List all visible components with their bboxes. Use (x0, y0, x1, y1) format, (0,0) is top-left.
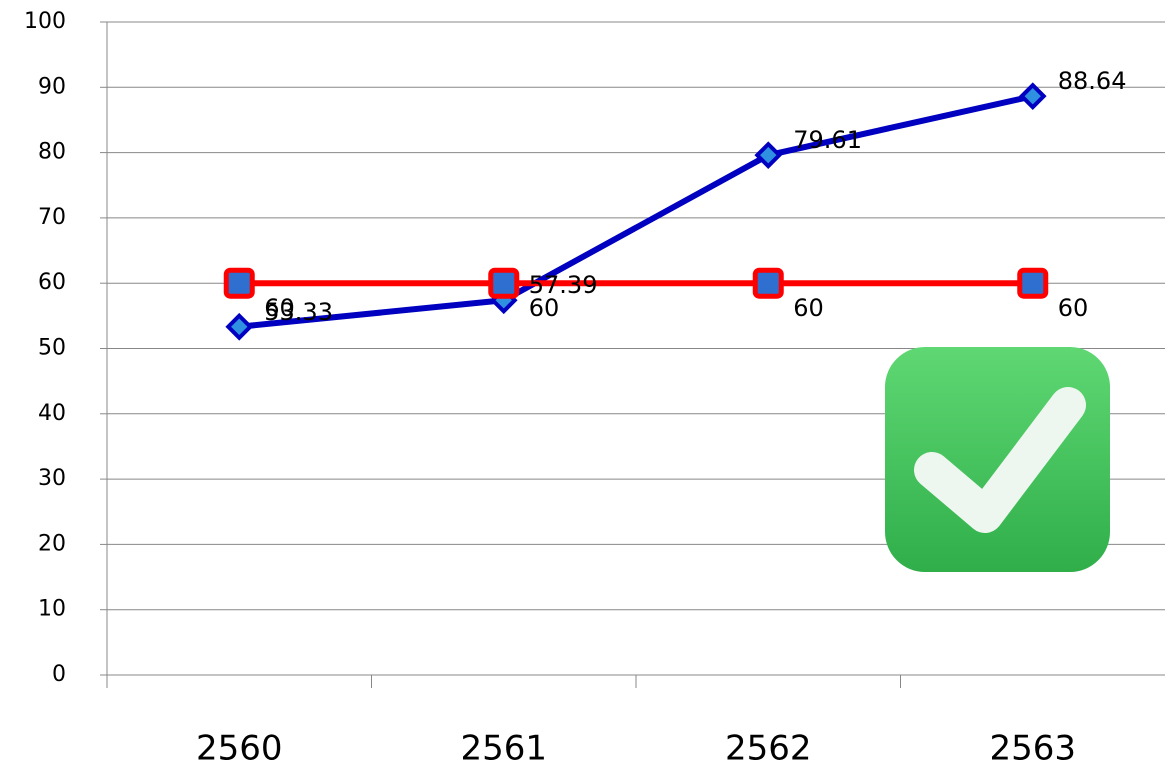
check-icon (885, 347, 1110, 572)
x-tick-label: 2561 (460, 729, 547, 769)
y-tick-label: 90 (38, 74, 66, 99)
y-tick-label: 40 (38, 401, 66, 426)
data-point (225, 312, 254, 341)
y-tick-label: 70 (38, 205, 66, 230)
series-line (238, 93, 1034, 330)
data-point (488, 267, 520, 299)
y-tick-label: 20 (38, 531, 66, 556)
y-tick-label: 10 (38, 597, 66, 622)
data-label: 60 (793, 294, 824, 322)
data-label: 57.39 (529, 271, 598, 299)
data-label: 60 (1058, 294, 1089, 322)
series: 53.33 57.39 79.61 88.64 60 60 60 60 (223, 67, 1127, 341)
data-point (223, 267, 255, 299)
y-tick-label: 80 (38, 140, 66, 165)
y-tick-label: 100 (24, 9, 66, 34)
data-point (752, 267, 784, 299)
data-point (1017, 267, 1049, 299)
data-point (1018, 82, 1047, 111)
y-tick-label: 30 (38, 466, 66, 491)
x-tick-label: 2563 (989, 729, 1076, 769)
x-tick-label: 2560 (196, 729, 283, 769)
y-tick-label: 60 (38, 270, 66, 295)
data-point (754, 141, 783, 169)
y-tick-label: 50 (38, 336, 66, 361)
x-tick-label: 2562 (725, 729, 812, 769)
data-label: 53.33 (264, 298, 333, 326)
data-label: 88.64 (1058, 67, 1127, 95)
data-label: 60 (264, 294, 295, 322)
y-tick-label: 0 (52, 662, 66, 687)
data-label: 60 (529, 294, 560, 322)
axes: 0 10 20 30 40 50 60 70 80 90 100 2560 2561 2562 2563 (24, 9, 1076, 769)
data-label: 79.61 (793, 126, 862, 154)
icon-check (914, 387, 1086, 533)
